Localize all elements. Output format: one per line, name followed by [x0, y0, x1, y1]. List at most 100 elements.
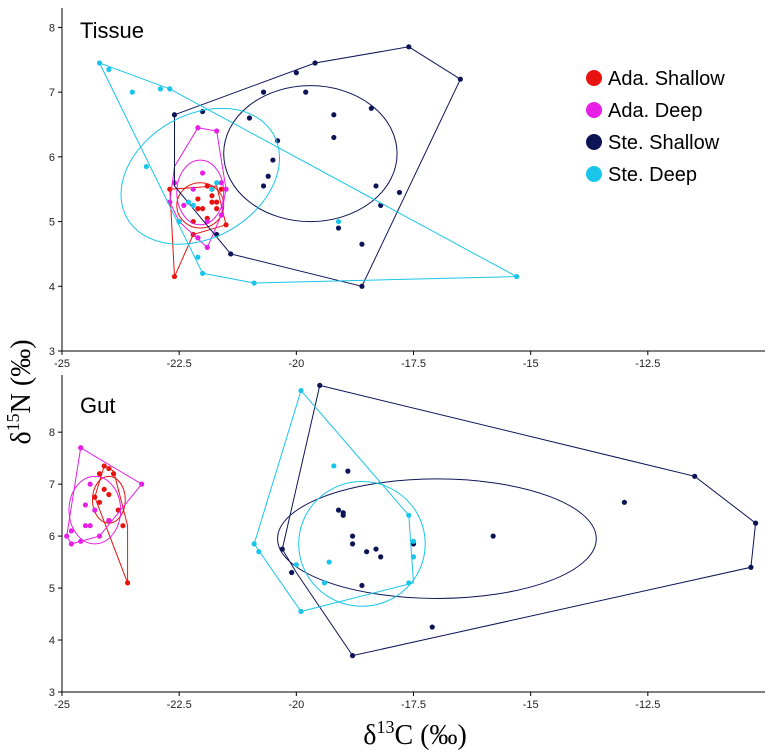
data-point — [106, 491, 112, 498]
y-tick-label: 4 — [49, 281, 55, 293]
data-point — [256, 549, 262, 555]
x-tick-label: -15 — [523, 699, 539, 711]
data-point — [364, 549, 370, 555]
gut-panel: 3 4 5 6 7 8 -25 -22.5 -20 -17.5 -15 -12.5 Gut — [49, 375, 765, 711]
data-point — [68, 528, 74, 534]
x-tick-label: -20 — [288, 699, 304, 711]
data-point — [157, 86, 164, 92]
convex-hull — [94, 465, 129, 584]
data-point — [326, 559, 332, 565]
data-point — [223, 186, 229, 192]
data-point — [260, 183, 267, 189]
data-point — [359, 283, 365, 289]
data-point — [181, 202, 187, 208]
data-point — [514, 273, 520, 280]
data-point — [621, 499, 628, 505]
x-tick-label: -17.5 — [401, 358, 426, 370]
data-point — [260, 89, 267, 95]
data-point — [218, 180, 224, 186]
data-point — [265, 173, 271, 179]
data-point — [92, 507, 98, 513]
y-tick-label: 3 — [49, 687, 55, 699]
data-point — [106, 465, 112, 472]
data-point — [368, 105, 374, 111]
data-point — [200, 270, 206, 276]
data-point — [78, 445, 84, 451]
data-point — [125, 580, 131, 586]
x-axis-title: δ13C (‰) — [363, 717, 467, 751]
data-point — [410, 554, 417, 560]
data-point — [200, 206, 206, 212]
sea-ellipse — [277, 478, 597, 599]
data-point — [68, 541, 74, 547]
series-ste-deep — [251, 387, 426, 615]
data-point — [218, 212, 224, 218]
data-point — [214, 180, 220, 186]
data-point — [96, 471, 103, 477]
y-tick-label: 5 — [49, 583, 55, 595]
data-point — [312, 60, 318, 66]
x-tick-label: -12.5 — [635, 358, 660, 370]
data-point — [195, 235, 201, 241]
x-tick-label: -25 — [54, 358, 70, 370]
data-point — [204, 244, 210, 251]
y-tick-label: 4 — [49, 635, 55, 647]
data-point — [396, 189, 403, 196]
legend-label: Ada. Shallow — [608, 68, 725, 90]
data-point — [185, 199, 192, 205]
data-point — [378, 554, 384, 560]
data-point — [406, 512, 412, 518]
convex-hull — [66, 446, 143, 545]
x-tick-label: -22.5 — [167, 699, 192, 711]
legend: Ada. Shallow Ada. Deep Ste. Shallow Ste. De… — [586, 68, 725, 186]
data-point — [359, 241, 365, 247]
data-point — [331, 134, 337, 141]
data-point — [406, 580, 412, 586]
x-tick-label: -12.5 — [635, 699, 660, 711]
data-point — [195, 206, 201, 212]
data-point — [331, 112, 337, 118]
series-ste-shallow — [277, 382, 759, 659]
legend-marker — [586, 134, 602, 150]
y-tick-label: 3 — [49, 346, 55, 358]
y-tick-label: 8 — [49, 22, 55, 34]
data-point — [335, 225, 342, 231]
x-tick-label: -22.5 — [167, 358, 192, 370]
data-point — [298, 608, 304, 615]
series-ste-shallow — [171, 44, 463, 289]
data-point — [129, 89, 135, 95]
x-tick-label: -25 — [54, 699, 70, 711]
data-point — [87, 523, 93, 529]
data-point — [429, 624, 435, 630]
y-axis-title: δ15N (‰) — [3, 339, 37, 444]
data-point — [87, 481, 93, 487]
convex-hull — [253, 389, 415, 613]
sea-ellipse — [68, 475, 122, 545]
data-point — [214, 128, 220, 134]
data-point — [195, 196, 201, 202]
data-point — [349, 533, 356, 539]
data-point — [190, 186, 196, 192]
data-point — [96, 60, 103, 66]
y-tick-label: 6 — [49, 152, 55, 164]
data-point — [228, 251, 234, 257]
legend-label: Ste. Deep — [608, 164, 697, 186]
sea-ellipse — [298, 481, 426, 607]
data-point — [410, 538, 417, 544]
y-tick-label: 7 — [49, 87, 55, 99]
data-point — [289, 569, 295, 576]
data-point — [753, 520, 759, 526]
data-point — [106, 66, 112, 73]
convex-hull — [281, 384, 757, 657]
data-point — [143, 163, 149, 170]
data-point — [223, 222, 229, 228]
legend-marker — [586, 102, 602, 118]
data-point — [176, 218, 182, 225]
y-tick-label: 8 — [49, 427, 55, 439]
data-point — [317, 382, 323, 388]
data-point — [279, 546, 285, 552]
series-ada-shallow — [91, 463, 131, 586]
data-point — [195, 125, 201, 131]
data-point — [106, 517, 112, 524]
